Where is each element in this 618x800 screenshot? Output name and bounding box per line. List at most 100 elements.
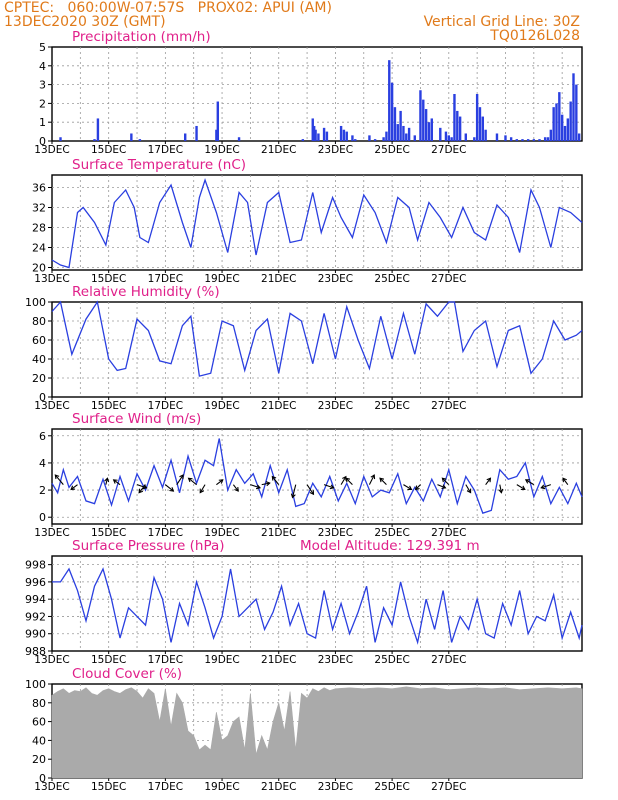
wind-vector-shaft <box>379 477 387 486</box>
wind-vector-shaft <box>54 474 64 485</box>
wind-vector-shaft <box>176 474 184 485</box>
precip-bar <box>450 137 453 141</box>
wind-vector-shaft <box>271 476 280 485</box>
precip-bar <box>325 131 329 141</box>
wind-vector-head <box>169 487 175 492</box>
cloud-xtick-label: 13DEC <box>34 781 69 793</box>
cloud-xtick-label: 25DEC <box>374 781 409 793</box>
precip-bar <box>184 133 187 141</box>
wind-xtick-label: 21DEC <box>261 527 296 539</box>
precip-ytick-label: 4 <box>39 60 46 73</box>
wind-vector-shaft <box>465 484 472 493</box>
wind-ytick-label: 0 <box>39 511 46 524</box>
wind-xtick-label: 13DEC <box>34 527 69 539</box>
rh-xtick-label: 19DEC <box>204 400 239 412</box>
precip-bar <box>430 118 433 141</box>
precip-bar <box>354 139 357 141</box>
precip-bar <box>339 125 343 141</box>
precip-ytick-label: 5 <box>39 41 46 54</box>
rh-ytick-label: 80 <box>32 315 46 328</box>
wind-vector-head <box>54 474 60 480</box>
precip-bar <box>572 73 575 141</box>
rh-xtick-label: 23DEC <box>318 400 353 412</box>
precip-bar <box>237 137 241 141</box>
precip-bar <box>216 101 220 141</box>
precip-bar <box>385 131 388 141</box>
precip-xtick-label: 17DEC <box>148 144 183 156</box>
precip-bar <box>322 127 326 141</box>
wind-vector-head <box>199 488 205 494</box>
precip-xtick-label: 27DEC <box>431 144 466 156</box>
header-station-line: CPTEC: 060:00W-07:57S PROX02: APUI (AM) <box>4 0 332 16</box>
precip-bar <box>543 137 547 141</box>
wind-vector-shaft <box>323 484 334 489</box>
precip-xtick-label: 21DEC <box>261 144 296 156</box>
cloud-xtick-label: 19DEC <box>204 781 239 793</box>
wind-vector-shaft <box>415 484 421 490</box>
precip-bar <box>447 135 450 141</box>
press-xtick-label: 23DEC <box>318 654 353 666</box>
rh-ytick-label: 60 <box>32 334 46 347</box>
press-frame <box>51 555 583 652</box>
cloud-ytick-label: 40 <box>32 734 46 747</box>
precip-bar <box>138 139 142 141</box>
wind-vector-head <box>370 474 376 480</box>
wind-vector-head <box>441 484 447 490</box>
cloud-ytick-label: 60 <box>32 716 46 729</box>
wind-ytick-label: 2 <box>39 484 46 497</box>
precip-bar <box>317 133 320 141</box>
rh-xtick-label: 17DEC <box>148 400 183 412</box>
precip-ytick-label: 2 <box>39 97 46 110</box>
precip-bar <box>390 82 394 141</box>
precip-bar <box>407 127 411 141</box>
wind-vector-shaft <box>113 479 121 486</box>
temp-ytick-label: 28 <box>32 222 46 235</box>
temp-xtick-label: 13DEC <box>34 273 69 285</box>
precip-bar <box>402 125 405 141</box>
precip-bar <box>504 135 507 141</box>
temp-panel-title: Surface Temperature (nC) <box>72 157 246 173</box>
press-ytick-label: 998 <box>25 559 46 572</box>
cloud-xtick-label: 15DEC <box>91 781 126 793</box>
wind-xtick-label: 23DEC <box>318 527 353 539</box>
precip-ytick-label: 3 <box>39 79 46 92</box>
precip-bar <box>456 110 459 141</box>
wind-vector-shaft <box>216 479 224 486</box>
wind-vector-head <box>255 484 262 490</box>
cloud-xtick-label: 27DEC <box>431 781 466 793</box>
precip-bar <box>424 109 428 141</box>
cloud-ytick-label: 0 <box>39 772 46 785</box>
precip-xtick-label: 25DEC <box>374 144 409 156</box>
wind-vector-head <box>218 479 224 484</box>
precip-bar <box>368 135 371 141</box>
press-xtick-label: 25DEC <box>374 654 409 666</box>
header-model-id: TQ0126L028 <box>490 28 580 44</box>
precip-bar <box>427 122 431 141</box>
wind-panel-title: Surface Wind (m/s) <box>72 411 201 427</box>
precip-bar <box>373 139 377 141</box>
wind-vector-head <box>290 493 296 499</box>
precip-bar <box>563 125 567 141</box>
temp-xtick-label: 27DEC <box>431 273 466 285</box>
press-panel-title: Surface Pressure (hPa) <box>72 538 225 554</box>
wind-vector-head <box>486 477 492 483</box>
precip-bar <box>560 114 564 141</box>
precip-bar <box>549 129 553 141</box>
press-ytick-label: 992 <box>25 610 46 623</box>
precip-bar <box>566 118 570 141</box>
rh-ytick-label: 20 <box>32 372 46 385</box>
precip-panel-title: Precipitation (mm/h) <box>72 29 211 45</box>
cloud-panel-title: Cloud Cover (%) <box>72 666 182 682</box>
wind-vector-shaft <box>306 484 314 495</box>
press-ytick-label: 994 <box>25 593 46 606</box>
cloud-ytick-label: 20 <box>32 753 46 766</box>
wind-vector-head <box>179 474 184 480</box>
press-xtick-label: 13DEC <box>34 654 69 666</box>
precip-bar <box>351 135 354 141</box>
precip-bar <box>301 139 305 141</box>
precip-bar <box>59 137 62 141</box>
wind-vector-head <box>329 484 335 490</box>
precip-bar <box>399 110 402 141</box>
precip-bar <box>521 139 524 141</box>
